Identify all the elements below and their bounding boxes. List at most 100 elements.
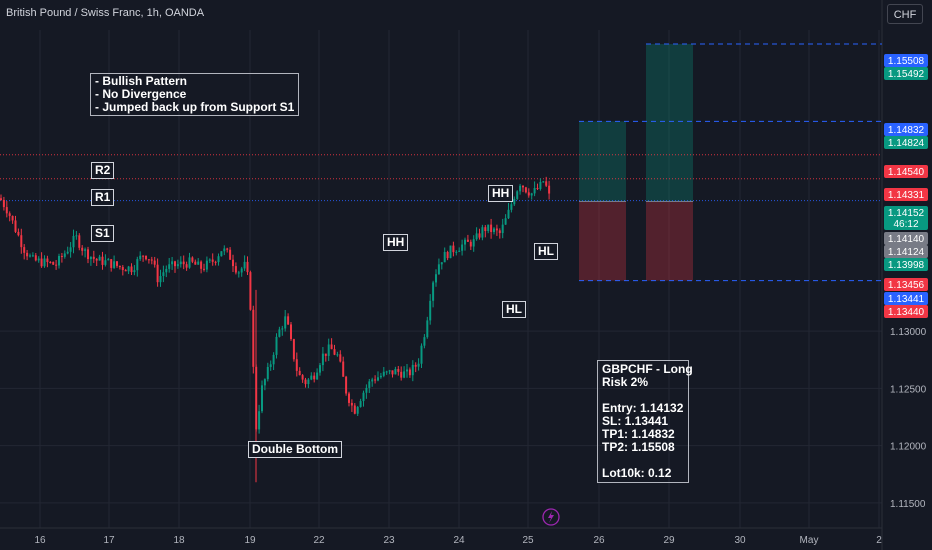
candle-body: [49, 261, 52, 263]
price-tag-text: 1.14824: [888, 138, 925, 149]
candle-body: [519, 185, 522, 192]
candle-body: [243, 261, 246, 269]
candle-body: [156, 264, 159, 283]
candle-body: [185, 264, 188, 268]
trade-plan-line: SL: 1.13441: [602, 414, 669, 428]
price-tag-bg: [884, 67, 928, 80]
price-tag-bg: [884, 165, 928, 178]
candle-body: [52, 262, 55, 265]
candle-body: [34, 255, 37, 261]
candle-body: [504, 218, 507, 225]
candle-body: [2, 199, 5, 208]
candle-body: [60, 255, 63, 257]
candle-body: [464, 239, 466, 245]
candle-body: [29, 255, 31, 257]
candle-body: [121, 267, 124, 271]
swing-label-hl: HL: [534, 243, 558, 260]
candle-body: [292, 339, 295, 360]
candle-body: [130, 266, 133, 273]
x-tick-label: 16: [34, 535, 46, 546]
candle-body: [249, 272, 252, 310]
candle-body: [490, 224, 493, 232]
candle-body: [495, 228, 498, 231]
candle-body: [371, 379, 374, 382]
candle-body: [513, 198, 516, 205]
candle-body: [452, 245, 455, 253]
candle-body: [240, 268, 243, 273]
candle-body: [298, 370, 301, 376]
candle-body: [284, 316, 287, 329]
candle-body: [435, 274, 437, 283]
candle-body: [72, 235, 75, 248]
candle-body: [205, 260, 208, 270]
candle-body: [258, 411, 261, 430]
candle-body: [150, 259, 153, 261]
candle-body: [8, 213, 11, 216]
candle-body: [493, 228, 495, 232]
candle-body: [58, 255, 60, 266]
position-stop-zone: [646, 201, 693, 281]
price-tag: 1.14124: [884, 245, 928, 258]
price-tag-text: 1.15492: [888, 69, 925, 80]
price-tag: 1.13456: [884, 278, 928, 291]
candle-body: [136, 259, 139, 271]
trade-plan-line: TP1: 1.14832: [602, 427, 675, 441]
price-tag: 1.14140: [884, 232, 928, 245]
candle-body: [530, 193, 533, 196]
candle-body: [382, 371, 385, 376]
candle-body: [472, 239, 475, 247]
candle-body: [426, 320, 429, 338]
trade-plan-line: Lot10k: 0.12: [602, 466, 672, 480]
candle-body: [124, 270, 127, 272]
candle-body: [385, 371, 388, 373]
candle-body: [211, 259, 214, 262]
analysis-notes: - Bullish Pattern - No Divergence - Jump…: [90, 73, 300, 116]
candle-body: [417, 363, 420, 367]
note-line: - Jumped back up from Support S1: [95, 100, 295, 114]
position-target-zone: [579, 121, 626, 202]
candle-body: [14, 220, 17, 232]
y-tick-label: 1.12500: [890, 384, 927, 395]
candle-body: [145, 255, 147, 260]
price-tag-text: 1.14140: [888, 234, 925, 245]
candle-body: [127, 266, 130, 272]
candle-body: [377, 377, 379, 381]
candle-body: [510, 204, 513, 210]
lightning-icon[interactable]: [542, 508, 560, 526]
candle-body: [23, 247, 26, 253]
candle-body: [536, 187, 539, 189]
currency-button[interactable]: CHF: [887, 4, 923, 24]
price-tag: 1.14832: [884, 123, 928, 136]
candle-body: [362, 392, 365, 402]
price-tag: 1.13440: [884, 305, 928, 318]
candle-body: [165, 268, 168, 273]
candle-body: [333, 349, 336, 355]
candle-body: [43, 258, 46, 267]
candle-body: [26, 252, 29, 257]
swing-label-hl: HL: [502, 301, 526, 318]
price-tag-bg: [884, 136, 928, 149]
candle-body: [278, 329, 281, 337]
candle-body: [104, 260, 107, 265]
candle-body: [179, 261, 182, 265]
candle-body: [92, 256, 95, 259]
symbol-title[interactable]: British Pound / Swiss Franc, 1h, OANDA: [6, 7, 205, 19]
candle-body: [365, 387, 368, 393]
position-target-zone: [646, 43, 693, 202]
candle-body: [133, 270, 136, 273]
price-tag: 1.14331: [884, 188, 928, 201]
candle-body: [197, 261, 200, 265]
candle-body: [269, 364, 272, 367]
candle-body: [203, 268, 205, 270]
candle-body: [310, 375, 313, 380]
price-tag: 1.13998: [884, 258, 928, 271]
candle-body: [139, 255, 142, 260]
candle-body: [368, 381, 371, 388]
candle-body: [168, 264, 171, 269]
x-tick-label: 24: [453, 535, 465, 546]
candle-body: [89, 256, 92, 260]
candle-body: [400, 371, 403, 378]
